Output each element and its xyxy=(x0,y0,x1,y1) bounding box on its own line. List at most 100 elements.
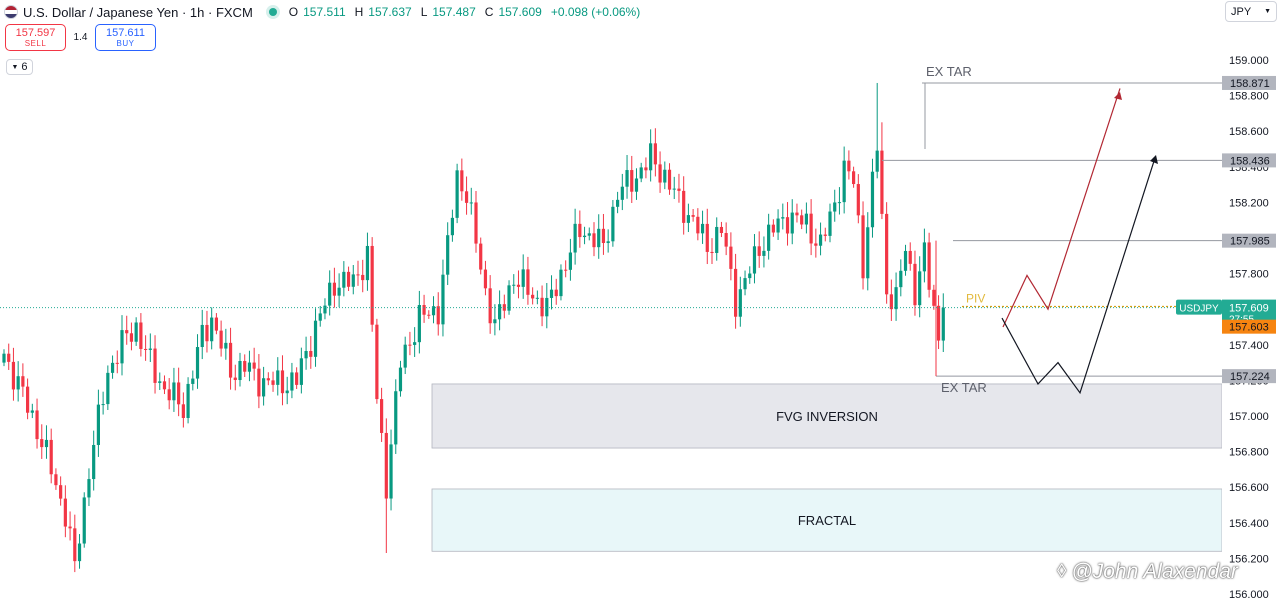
candle-body[interactable] xyxy=(49,439,53,475)
candle-body[interactable] xyxy=(82,497,86,544)
indicators-toggle-button[interactable]: ▼ 6 xyxy=(6,59,33,75)
candle-body[interactable] xyxy=(384,432,388,499)
candle-body[interactable] xyxy=(450,217,454,236)
candle-body[interactable] xyxy=(54,474,58,486)
candle-body[interactable] xyxy=(582,235,587,238)
candle-body[interactable] xyxy=(771,224,775,233)
candle-body[interactable] xyxy=(285,390,289,394)
candle-body[interactable] xyxy=(365,245,370,281)
candle-body[interactable] xyxy=(592,233,596,248)
candle-body[interactable] xyxy=(276,370,280,385)
candle-body[interactable] xyxy=(870,171,875,228)
candle-body[interactable] xyxy=(290,372,294,391)
candle-body[interactable] xyxy=(77,543,82,562)
candle-body[interactable] xyxy=(167,389,171,401)
candle-body[interactable] xyxy=(757,246,761,256)
candle-body[interactable] xyxy=(214,317,218,331)
candle-body[interactable] xyxy=(431,306,436,316)
candle-body[interactable] xyxy=(644,167,648,171)
candle-body[interactable] xyxy=(516,284,521,287)
candle-body[interactable] xyxy=(927,242,931,290)
candle-body[interactable] xyxy=(228,342,233,378)
candle-body[interactable] xyxy=(441,274,445,325)
candle-body[interactable] xyxy=(748,273,752,279)
candle-body[interactable] xyxy=(257,368,261,397)
candle-body[interactable] xyxy=(554,289,558,297)
candle-body[interactable] xyxy=(781,217,785,219)
candle-body[interactable] xyxy=(885,213,889,295)
candle-body[interactable] xyxy=(616,199,620,207)
candle-body[interactable] xyxy=(139,322,143,349)
candle-body[interactable] xyxy=(479,243,483,270)
candle-body[interactable] xyxy=(738,289,742,317)
candle-body[interactable] xyxy=(96,404,100,445)
candle-body[interactable] xyxy=(875,150,879,172)
candle-body[interactable] xyxy=(700,223,705,234)
candle-body[interactable] xyxy=(247,362,252,372)
candle-body[interactable] xyxy=(790,212,794,234)
candle-body[interactable] xyxy=(762,250,766,256)
candle-body[interactable] xyxy=(309,351,313,357)
candle-body[interactable] xyxy=(639,167,643,179)
candle-body[interactable] xyxy=(880,150,884,214)
candle-body[interactable] xyxy=(889,294,893,310)
candle-body[interactable] xyxy=(498,304,502,320)
candle-body[interactable] xyxy=(535,297,539,299)
candle-body[interactable] xyxy=(474,202,478,244)
candle-body[interactable] xyxy=(672,188,676,190)
candle-body[interactable] xyxy=(44,439,49,448)
candle-body[interactable] xyxy=(818,234,823,246)
candle-body[interactable] xyxy=(115,362,119,364)
candle-body[interactable] xyxy=(936,305,941,341)
candle-body[interactable] xyxy=(861,215,865,279)
candle-body[interactable] xyxy=(842,160,846,203)
candle-body[interactable] xyxy=(101,404,105,406)
candle-body[interactable] xyxy=(653,143,657,165)
candle-body[interactable] xyxy=(852,171,856,185)
candle-body[interactable] xyxy=(26,386,30,413)
candle-body[interactable] xyxy=(73,528,77,562)
candle-body[interactable] xyxy=(663,169,667,183)
candle-body[interactable] xyxy=(597,228,601,248)
candle-body[interactable] xyxy=(464,191,469,203)
candle-body[interactable] xyxy=(724,233,728,247)
candle-body[interactable] xyxy=(252,362,256,369)
candle-body[interactable] xyxy=(795,212,799,216)
candle-body[interactable] xyxy=(238,360,242,381)
candle-body[interactable] xyxy=(578,223,582,238)
candle-body[interactable] xyxy=(715,226,719,254)
candle-body[interactable] xyxy=(266,378,270,381)
candle-body[interactable] xyxy=(455,170,459,218)
candle-body[interactable] xyxy=(422,305,426,315)
candle-body[interactable] xyxy=(408,344,412,346)
candle-body[interactable] xyxy=(144,348,148,350)
candle-body[interactable] xyxy=(413,342,417,345)
candle-body[interactable] xyxy=(667,169,672,190)
candle-body[interactable] xyxy=(483,269,488,289)
candle-body[interactable] xyxy=(162,381,167,390)
candle-body[interactable] xyxy=(785,217,790,234)
candle-body[interactable] xyxy=(323,305,327,314)
candle-body[interactable] xyxy=(625,170,629,187)
candle-body[interactable] xyxy=(899,270,903,288)
candle-body[interactable] xyxy=(427,314,431,316)
candle-body[interactable] xyxy=(375,324,379,400)
candle-body[interactable] xyxy=(313,320,318,357)
symbol-title[interactable]: U.S. Dollar / Japanese Yen · 1h · FXCM xyxy=(23,4,253,20)
candle-body[interactable] xyxy=(922,242,926,272)
candle-body[interactable] xyxy=(403,344,407,368)
candle-body[interactable] xyxy=(776,218,780,233)
candle-body[interactable] xyxy=(682,190,686,223)
candle-body[interactable] xyxy=(328,282,332,306)
candle-body[interactable] xyxy=(649,143,653,171)
candle-body[interactable] xyxy=(351,274,355,287)
candle-body[interactable] xyxy=(361,274,365,281)
candle-body[interactable] xyxy=(913,263,917,306)
candle-body[interactable] xyxy=(866,227,870,279)
candle-body[interactable] xyxy=(630,170,634,192)
candle-body[interactable] xyxy=(526,269,530,295)
candle-body[interactable] xyxy=(800,215,804,225)
candle-body[interactable] xyxy=(342,271,346,288)
candle-body[interactable] xyxy=(318,313,322,321)
candle-body[interactable] xyxy=(828,211,832,236)
